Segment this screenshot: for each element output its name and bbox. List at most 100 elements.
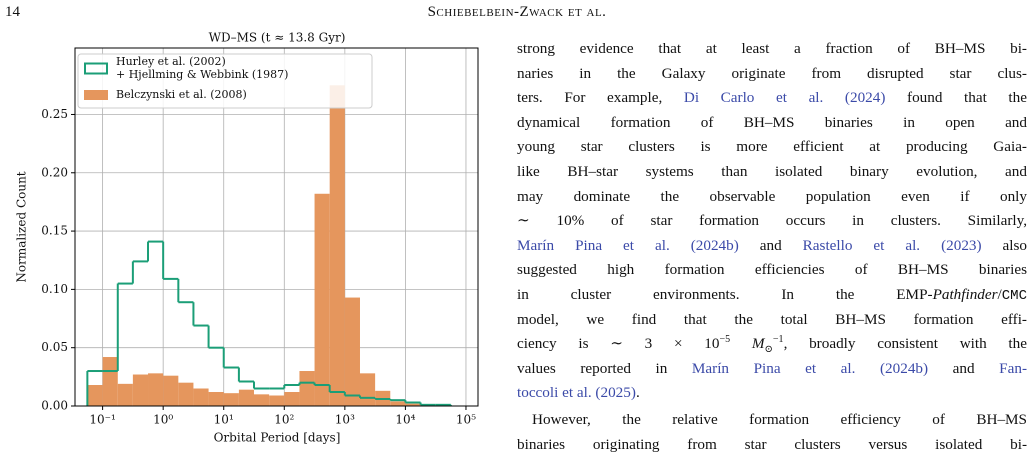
histogram-bar <box>405 403 421 406</box>
histogram-bar <box>344 297 360 406</box>
text-line: ∼ 10% of star formation occurs in cluste… <box>517 209 1027 234</box>
y-tick-label: 0.05 <box>41 340 68 354</box>
body-text: strong evidence that at least a fraction… <box>517 37 1027 457</box>
x-tick-label: 10² <box>274 413 294 427</box>
text-span <box>730 335 752 352</box>
text-span: values reported in <box>517 359 692 377</box>
x-tick-label: 10¹ <box>214 413 234 427</box>
x-axis-label: Orbital Period [days] <box>214 431 341 445</box>
text-span: CMC <box>1001 287 1027 304</box>
text-span: dynamical formation of BH–MS binaries in… <box>517 113 1027 131</box>
text-span: / <box>997 285 1002 303</box>
chart-title: WD–MS (t ≈ 13.8 Gyr) <box>209 31 346 45</box>
text-line: may dominate the observable population e… <box>517 185 1027 210</box>
text-span: and <box>928 359 1000 377</box>
y-tick-label: 0.20 <box>41 165 68 179</box>
citation-link[interactable]: Fan- <box>999 359 1027 377</box>
text-span: ciency is ∼ 3 × 10 <box>517 335 720 353</box>
text-span: ∼ 10% of star formation occurs in cluste… <box>517 212 1027 230</box>
histogram-bar <box>269 395 285 406</box>
citation-link[interactable]: Marín Pina et al. (2024b) <box>517 236 739 254</box>
text-span: , broadly consistent with the <box>783 335 1027 353</box>
legend-label: Hurley et al. (2002) <box>116 55 226 68</box>
histogram-bar <box>208 392 224 406</box>
x-tick-label: 10⁵ <box>456 413 476 427</box>
text-line: ciency is ∼ 3 × 10−5 M⊙−1, broadly consi… <box>517 332 1027 357</box>
chart: WD–MS (t ≈ 13.8 Gyr) Orbital Period [day… <box>15 31 479 445</box>
text-span: in cluster environments. In the EMP- <box>517 285 933 303</box>
y-tick-label: 0.10 <box>41 282 68 296</box>
text-span: However, the relative formation efficien… <box>532 410 1027 428</box>
text-span: suggested high formation efficiencies of… <box>517 261 1027 279</box>
histogram-bar <box>178 382 194 406</box>
histogram-bar <box>163 375 179 406</box>
text-line: naries in the Galaxy originate from disr… <box>517 62 1027 87</box>
legend-swatch <box>84 90 108 100</box>
text-span: ters. For example, <box>517 89 684 107</box>
histogram-bar <box>390 401 406 406</box>
citation-link[interactable]: toccoli et al. (2025) <box>517 384 636 402</box>
legend-label: + Hjellming & Webbink (1987) <box>116 68 288 81</box>
page-number: 14 <box>5 4 20 20</box>
text-line: suggested high formation efficiencies of… <box>517 258 1027 283</box>
text-span: binaries originating from star clusters … <box>517 435 1027 453</box>
text-line: values reported in Marín Pina et al. (20… <box>517 357 1027 382</box>
text-span: and <box>738 236 803 254</box>
y-tick-label: 0.00 <box>41 399 68 413</box>
histogram-bar <box>253 394 270 406</box>
histogram-bar <box>284 392 300 406</box>
histogram-bar <box>117 383 133 406</box>
x-tick-label: 10⁻¹ <box>89 413 115 427</box>
text-span: found that the <box>885 89 1027 107</box>
text-span: −5 <box>719 334 731 346</box>
text-line: strong evidence that at least a fraction… <box>517 37 1027 62</box>
text-span: like BH–star systems than isolated binar… <box>517 162 1027 180</box>
x-tick-label: 10⁰ <box>153 413 173 427</box>
y-tick-label: 0.15 <box>41 224 68 238</box>
text-span: model, we find that the total BH–MS form… <box>517 310 1027 328</box>
citation-link[interactable]: Rastello et al. (2023) <box>802 236 982 254</box>
text-line: However, the relative formation efficien… <box>517 408 1027 433</box>
text-line: like BH–star systems than isolated binar… <box>517 160 1027 185</box>
y-axis-label: Normalized Count <box>15 171 29 282</box>
citation-link[interactable]: Di Carlo et al. (2024) <box>683 89 886 107</box>
legend-swatch <box>84 62 108 75</box>
text-span: naries in the Galaxy originate from disr… <box>517 64 1027 82</box>
histogram-bar <box>359 373 376 406</box>
histogram-bar <box>193 388 209 406</box>
histogram-bar <box>223 393 239 406</box>
text-line: Marín Pina et al. (2024b) and Rastello e… <box>517 234 1027 259</box>
text-line: model, we find that the total BH–MS form… <box>517 308 1027 333</box>
text-span: Pathfinder <box>932 285 998 303</box>
citation-link[interactable]: Marín Pina et al. (2024b) <box>691 359 929 377</box>
x-tick-label: 10⁴ <box>395 413 415 427</box>
histogram-bar <box>87 385 103 406</box>
y-tick-label: 0.25 <box>41 107 68 121</box>
running-head: Schiebelbein-Zwack et al. <box>427 4 607 20</box>
x-tick-label: 10³ <box>335 413 355 427</box>
text-span: ⊙ <box>764 344 773 356</box>
text-span: may dominate the observable population e… <box>517 187 1027 205</box>
text-span: young star clusters is more efficient at… <box>517 138 1027 156</box>
text-span: . <box>635 384 640 402</box>
text-line: dynamical formation of BH–MS binaries in… <box>517 111 1027 136</box>
text-line: in cluster environments. In the EMP-Path… <box>517 283 1027 308</box>
histogram-bar <box>148 373 164 406</box>
histogram-bar <box>102 357 118 406</box>
plot-frame <box>74 47 479 407</box>
text-line: binaries originating from star clusters … <box>517 433 1027 458</box>
legend-label: Belczynski et al. (2008) <box>116 88 247 101</box>
histogram-bar <box>132 374 149 406</box>
text-span: −1 <box>772 334 784 346</box>
text-line: young star clusters is more efficient at… <box>517 135 1027 160</box>
text-line: toccoli et al. (2025). <box>517 381 1027 406</box>
text-span: M <box>751 335 765 353</box>
histogram-bar <box>299 371 315 406</box>
histogram-bar <box>314 193 330 406</box>
text-span: strong evidence that at least a fraction… <box>517 40 1027 57</box>
legend-box <box>77 53 373 109</box>
text-line: ters. For example, Di Carlo et al. (2024… <box>517 86 1027 111</box>
histogram-bar <box>238 389 254 406</box>
text-span: also <box>981 236 1027 254</box>
